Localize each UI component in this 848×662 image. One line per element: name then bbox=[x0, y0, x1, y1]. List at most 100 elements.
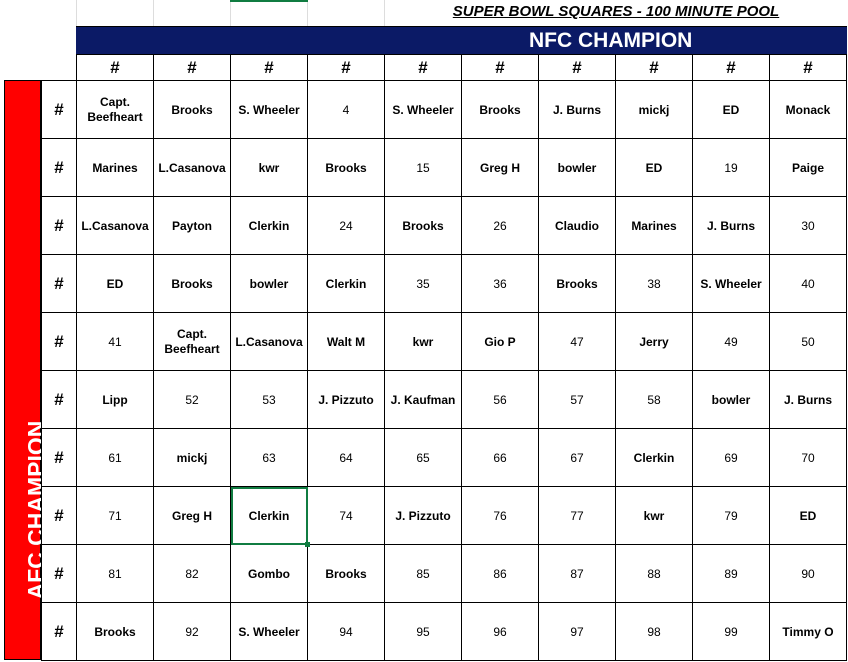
column-header[interactable]: # bbox=[461, 54, 539, 81]
square-cell[interactable]: 76 bbox=[461, 486, 539, 545]
square-cell[interactable]: 61 bbox=[76, 428, 154, 487]
square-cell[interactable]: bowler bbox=[538, 138, 616, 197]
square-cell[interactable]: 35 bbox=[384, 254, 462, 313]
square-cell[interactable]: 88 bbox=[615, 544, 693, 603]
square-cell[interactable]: Greg H bbox=[461, 138, 539, 197]
square-cell[interactable]: Lipp bbox=[76, 370, 154, 429]
square-cell[interactable]: 57 bbox=[538, 370, 616, 429]
square-cell[interactable]: ED bbox=[615, 138, 693, 197]
square-cell[interactable]: Walt M bbox=[307, 312, 385, 371]
square-cell[interactable]: L.Casanova bbox=[230, 312, 308, 371]
square-cell[interactable]: 52 bbox=[153, 370, 231, 429]
square-cell[interactable]: Gombo bbox=[230, 544, 308, 603]
square-cell[interactable]: 47 bbox=[538, 312, 616, 371]
row-header[interactable]: # bbox=[41, 138, 77, 197]
row-header[interactable]: # bbox=[41, 544, 77, 603]
square-cell[interactable]: Brooks bbox=[538, 254, 616, 313]
square-cell[interactable]: J. Pizzuto bbox=[384, 486, 462, 545]
square-cell[interactable]: mickj bbox=[615, 80, 693, 139]
square-cell[interactable]: 79 bbox=[692, 486, 770, 545]
column-header[interactable]: # bbox=[538, 54, 616, 81]
square-cell[interactable]: 67 bbox=[538, 428, 616, 487]
square-cell[interactable]: Capt. Beefheart bbox=[76, 80, 154, 139]
row-header[interactable]: # bbox=[41, 486, 77, 545]
row-header[interactable]: # bbox=[41, 312, 77, 371]
square-cell[interactable]: 98 bbox=[615, 602, 693, 661]
square-cell[interactable]: 36 bbox=[461, 254, 539, 313]
square-cell[interactable]: 30 bbox=[769, 196, 847, 255]
row-header[interactable]: # bbox=[41, 602, 77, 661]
square-cell[interactable]: S. Wheeler bbox=[230, 602, 308, 661]
square-cell[interactable]: J. Burns bbox=[692, 196, 770, 255]
square-cell[interactable]: Brooks bbox=[384, 196, 462, 255]
square-cell[interactable]: 92 bbox=[153, 602, 231, 661]
square-cell[interactable]: 66 bbox=[461, 428, 539, 487]
column-header[interactable]: # bbox=[615, 54, 693, 81]
square-cell[interactable]: 65 bbox=[384, 428, 462, 487]
square-cell[interactable]: Brooks bbox=[307, 544, 385, 603]
column-header[interactable]: # bbox=[769, 54, 847, 81]
square-cell[interactable]: Brooks bbox=[153, 254, 231, 313]
square-cell[interactable]: 81 bbox=[76, 544, 154, 603]
square-cell[interactable]: Capt. Beefheart bbox=[153, 312, 231, 371]
square-cell[interactable]: Claudio bbox=[538, 196, 616, 255]
square-cell[interactable]: bowler bbox=[692, 370, 770, 429]
square-cell[interactable]: S. Wheeler bbox=[230, 80, 308, 139]
square-cell[interactable]: 41 bbox=[76, 312, 154, 371]
column-header[interactable]: # bbox=[153, 54, 231, 81]
square-cell[interactable]: Payton bbox=[153, 196, 231, 255]
square-cell[interactable]: 87 bbox=[538, 544, 616, 603]
square-cell[interactable]: ED bbox=[692, 80, 770, 139]
square-cell[interactable]: Clerkin bbox=[615, 428, 693, 487]
square-cell[interactable]: 63 bbox=[230, 428, 308, 487]
square-cell[interactable]: ED bbox=[769, 486, 847, 545]
square-cell[interactable]: kwr bbox=[230, 138, 308, 197]
square-cell[interactable]: Brooks bbox=[76, 602, 154, 661]
square-cell[interactable]: 24 bbox=[307, 196, 385, 255]
square-cell[interactable]: L.Casanova bbox=[76, 196, 154, 255]
column-header[interactable]: # bbox=[692, 54, 770, 81]
square-cell[interactable]: 90 bbox=[769, 544, 847, 603]
square-cell[interactable]: 15 bbox=[384, 138, 462, 197]
square-cell[interactable]: 38 bbox=[615, 254, 693, 313]
square-cell[interactable]: Marines bbox=[76, 138, 154, 197]
square-cell[interactable]: 97 bbox=[538, 602, 616, 661]
square-cell[interactable]: 74 bbox=[307, 486, 385, 545]
square-cell[interactable]: 86 bbox=[461, 544, 539, 603]
square-cell[interactable]: 64 bbox=[307, 428, 385, 487]
square-cell[interactable]: 69 bbox=[692, 428, 770, 487]
square-cell[interactable]: Greg H bbox=[153, 486, 231, 545]
square-cell[interactable]: 40 bbox=[769, 254, 847, 313]
column-header[interactable]: # bbox=[76, 54, 154, 81]
square-cell[interactable]: J. Kaufman bbox=[384, 370, 462, 429]
square-cell[interactable]: Gio P bbox=[461, 312, 539, 371]
square-cell[interactable]: S. Wheeler bbox=[384, 80, 462, 139]
square-cell[interactable]: 49 bbox=[692, 312, 770, 371]
column-header[interactable]: # bbox=[230, 54, 308, 81]
square-cell[interactable]: L.Casanova bbox=[153, 138, 231, 197]
square-cell[interactable]: mickj bbox=[153, 428, 231, 487]
square-cell[interactable]: 85 bbox=[384, 544, 462, 603]
row-header[interactable]: # bbox=[41, 196, 77, 255]
square-cell[interactable]: 26 bbox=[461, 196, 539, 255]
square-cell[interactable]: ED bbox=[76, 254, 154, 313]
square-cell[interactable]: 77 bbox=[538, 486, 616, 545]
square-cell[interactable]: Brooks bbox=[461, 80, 539, 139]
square-cell[interactable]: kwr bbox=[384, 312, 462, 371]
square-cell[interactable]: S. Wheeler bbox=[692, 254, 770, 313]
square-cell[interactable]: 95 bbox=[384, 602, 462, 661]
square-cell[interactable]: Monack bbox=[769, 80, 847, 139]
square-cell[interactable]: 82 bbox=[153, 544, 231, 603]
column-header[interactable]: # bbox=[307, 54, 385, 81]
square-cell[interactable]: 99 bbox=[692, 602, 770, 661]
square-cell[interactable]: 70 bbox=[769, 428, 847, 487]
column-header[interactable]: # bbox=[384, 54, 462, 81]
square-cell[interactable]: Paige bbox=[769, 138, 847, 197]
square-cell[interactable]: 94 bbox=[307, 602, 385, 661]
square-cell[interactable]: 56 bbox=[461, 370, 539, 429]
square-cell[interactable]: 50 bbox=[769, 312, 847, 371]
square-cell[interactable]: bowler bbox=[230, 254, 308, 313]
square-cell[interactable]: Jerry bbox=[615, 312, 693, 371]
square-cell[interactable]: J. Burns bbox=[769, 370, 847, 429]
square-cell[interactable]: 71 bbox=[76, 486, 154, 545]
